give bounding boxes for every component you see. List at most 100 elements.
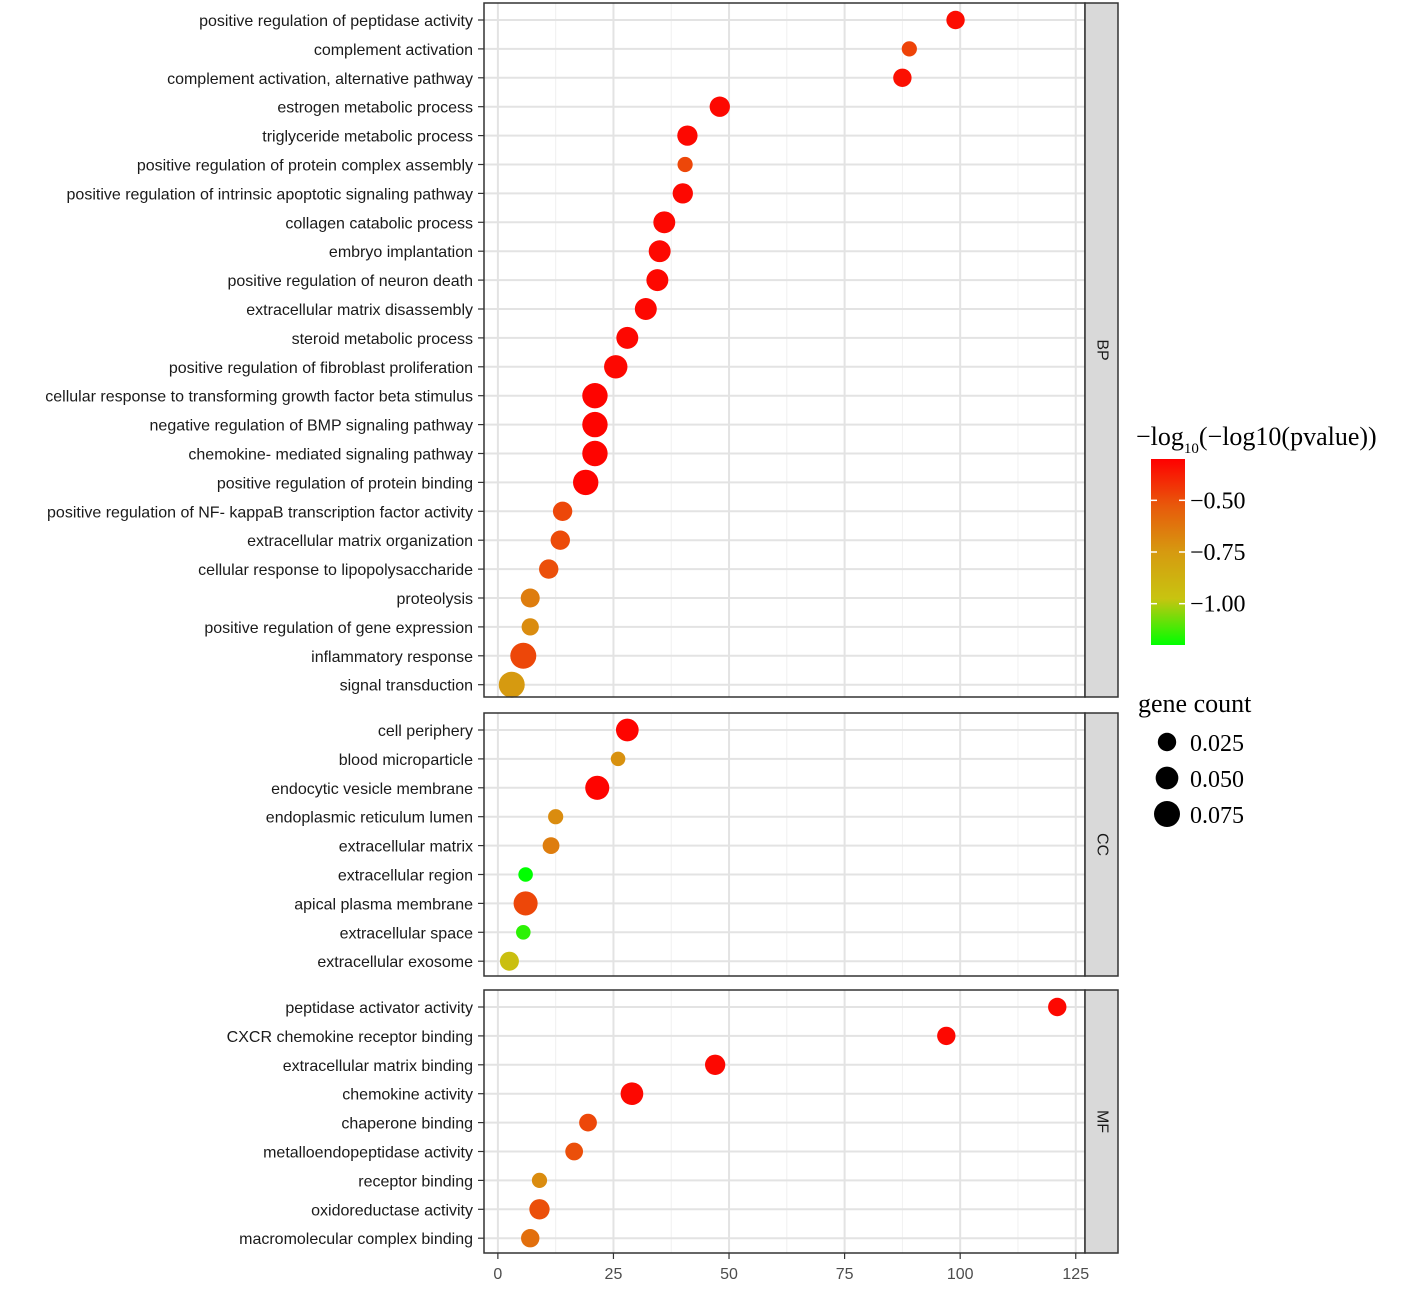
term-point [510, 642, 537, 669]
facet-strip [1084, 712, 1119, 977]
term-label: CXCR chemokine receptor binding [227, 1029, 473, 1046]
term-point [585, 775, 610, 800]
panel-background [484, 713, 1085, 976]
term-label: extracellular matrix organization [247, 533, 473, 550]
term-point [937, 1026, 956, 1046]
term-point [518, 867, 533, 882]
term-point [542, 837, 560, 855]
term-point [579, 1113, 597, 1132]
term-point [615, 718, 639, 742]
term-label: extracellular region [338, 868, 473, 885]
term-point [565, 1142, 584, 1161]
term-point [901, 41, 917, 57]
term-label: positive regulation of peptidase activit… [199, 13, 473, 30]
term-label: positive regulation of gene expression [204, 620, 473, 637]
term-label: positive regulation of protein complex a… [137, 158, 473, 175]
term-label: extracellular matrix [339, 839, 473, 856]
term-point [634, 298, 657, 320]
size-legend-dot [1155, 766, 1179, 790]
term-point [893, 68, 912, 87]
size-legend: gene count 0.025 0.050 0.075 [1138, 689, 1252, 829]
size-legend-title: gene count [1138, 689, 1252, 718]
term-point [610, 751, 626, 767]
term-label: extracellular exosome [317, 954, 473, 971]
size-legend-label: 0.075 [1190, 803, 1244, 829]
facet-strip-label: MF [1093, 1110, 1110, 1133]
term-label: extracellular matrix disassembly [246, 302, 473, 319]
term-point [582, 383, 608, 409]
term-label: collagen catabolic process [285, 215, 473, 232]
term-label: chaperone binding [341, 1116, 473, 1133]
term-label: complement activation [314, 42, 473, 59]
term-label: chemokine activity [342, 1087, 473, 1104]
term-label: triglyceride metabolic process [262, 129, 473, 146]
term-point [1048, 997, 1067, 1017]
term-label: cellular response to lipopolysaccharide [198, 562, 473, 579]
term-label: extracellular space [340, 925, 474, 942]
colorbar-tick-label: −0.50 [1190, 488, 1246, 514]
size-legend-label: 0.025 [1190, 731, 1244, 757]
facet-panel-bp: positive regulation of peptidase activit… [45, 2, 1119, 698]
term-label: negative regulation of BMP signaling pat… [150, 418, 473, 435]
term-label: macromolecular complex binding [239, 1231, 473, 1248]
term-point [653, 211, 676, 234]
term-label: metalloendopeptidase activity [263, 1145, 473, 1162]
term-label: oxidoreductase activity [311, 1202, 473, 1219]
facet-panel-cc: cell periphery blood microparticle endocyt… [266, 712, 1119, 977]
x-tick-label: 25 [605, 1266, 623, 1283]
term-point [521, 618, 539, 636]
term-label: receptor binding [358, 1173, 473, 1190]
x-axis: 0 25 50 75 100 125 [493, 1253, 1089, 1283]
x-tick-label: 75 [836, 1266, 854, 1283]
term-point [648, 240, 671, 263]
term-label: estrogen metabolic process [277, 100, 473, 117]
term-point [550, 530, 570, 550]
colorbar-tick-label: −1.00 [1190, 592, 1246, 618]
term-point [646, 269, 669, 292]
term-label: positive regulation of intrinsic apoptot… [67, 186, 473, 203]
term-point [616, 326, 639, 349]
facet-strip [1084, 2, 1119, 698]
term-label: proteolysis [397, 591, 473, 608]
term-point [516, 925, 531, 940]
color-legend: −log10(−log10(pvalue)) −0.50 −0.75 −1.00 [1136, 422, 1377, 645]
term-label: complement activation, alternative pathw… [167, 71, 473, 88]
term-label: inflammatory response [311, 649, 473, 666]
term-point [529, 1199, 550, 1220]
term-label: extracellular matrix binding [283, 1058, 473, 1075]
panel-background [484, 990, 1085, 1253]
term-label: positive regulation of protein binding [217, 475, 473, 492]
facet-strip [1084, 989, 1119, 1254]
term-point [573, 469, 599, 496]
term-label: peptidase activator activity [285, 1000, 473, 1017]
term-label: endoplasmic reticulum lumen [266, 810, 473, 827]
facet-panel-mf: peptidase activator activity CXCR chemoki… [227, 989, 1119, 1254]
term-label: embryo implantation [329, 244, 473, 261]
term-point [539, 559, 559, 579]
term-point [513, 891, 538, 916]
panel-background [484, 3, 1085, 697]
color-legend-title: −log10(−log10(pvalue)) [1136, 422, 1377, 457]
term-label: blood microparticle [339, 752, 473, 769]
term-point [499, 951, 519, 971]
facet-strip-label: BP [1093, 339, 1110, 360]
term-point [531, 1172, 548, 1188]
term-label: positive regulation of neuron death [227, 273, 473, 290]
term-label: cellular response to transforming growth… [45, 389, 473, 406]
x-tick-label: 0 [493, 1266, 502, 1283]
term-point [677, 125, 698, 146]
term-label: positive regulation of NF- kappaB transc… [47, 504, 473, 521]
term-point [604, 355, 628, 379]
term-point [521, 1229, 540, 1248]
term-point [582, 411, 608, 438]
size-legend-label: 0.050 [1190, 767, 1244, 793]
term-point [946, 10, 965, 30]
term-label: endocytic vesicle membrane [271, 781, 473, 798]
size-legend-dot [1157, 732, 1177, 752]
term-label: cell periphery [378, 723, 473, 740]
x-tick-label: 125 [1062, 1266, 1089, 1283]
term-label: steroid metabolic process [292, 331, 473, 348]
term-label: apical plasma membrane [294, 896, 473, 913]
term-point [520, 588, 540, 608]
